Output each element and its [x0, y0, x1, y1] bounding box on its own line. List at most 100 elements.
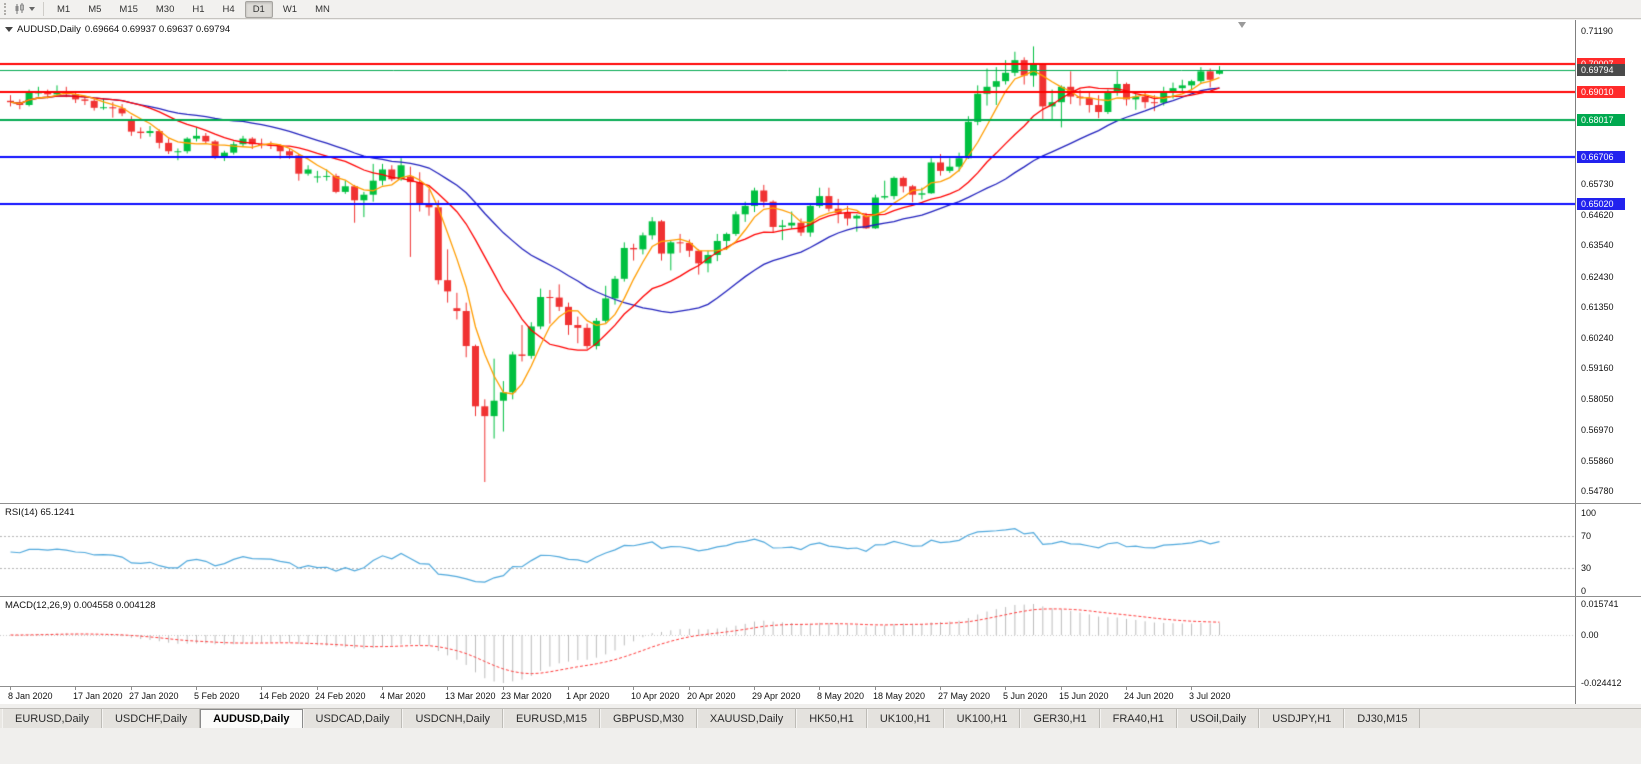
chart-tab-eurusd-m15[interactable]: EURUSD,M15: [503, 709, 600, 728]
chart-tab-uk100-h1[interactable]: UK100,H1: [866, 709, 944, 728]
chart-tab-dj30-m15[interactable]: DJ30,M15: [1344, 709, 1421, 728]
price-tick-label: 0.63540: [1581, 240, 1614, 250]
toolbar-grip-handle[interactable]: [4, 3, 9, 15]
timeframe-button-mn[interactable]: MN: [315, 3, 330, 15]
time-axis-tickmark: [568, 687, 569, 690]
rsi-name: RSI(14): [5, 507, 38, 518]
timeframe-button-m30[interactable]: M30: [155, 3, 175, 15]
price-tick-label: 0.56970: [1581, 425, 1614, 435]
pane-separator-rsi[interactable]: [0, 503, 1641, 504]
time-axis-tickmark: [261, 687, 262, 690]
date-label: 23 Mar 2020: [501, 691, 552, 701]
time-axis-tickmark: [196, 687, 197, 690]
time-axis-tickmark: [1005, 687, 1006, 690]
chart-tab-usdcad-daily[interactable]: USDCAD,Daily: [302, 709, 403, 728]
date-label: 10 Apr 2020: [631, 691, 680, 701]
timeframe-button-h1[interactable]: H1: [192, 3, 205, 15]
timeframe-button-m15[interactable]: M15: [119, 3, 138, 15]
chart-tab-usoil-daily[interactable]: USOil,Daily: [1176, 709, 1260, 728]
macd-tick-label: 0.015741: [1581, 599, 1619, 609]
time-axis-tickmark: [940, 687, 941, 690]
chart-tab-fra40-h1[interactable]: FRA40,H1: [1099, 709, 1177, 728]
rsi-indicator-label: RSI(14) 65.1241: [5, 507, 75, 518]
chart-symbol-label: AUDUSD,Daily: [17, 24, 81, 35]
date-label: 29 Apr 2020: [752, 691, 801, 701]
date-label: 27 May 2020: [938, 691, 991, 701]
chart-tab-usdjpy-h1[interactable]: USDJPY,H1: [1259, 709, 1345, 728]
time-axis-tickmark: [10, 687, 11, 690]
price-level-badge: 0.69010: [1577, 86, 1625, 98]
price-level-badge: 0.66706: [1577, 151, 1625, 163]
chart-tab-usdchf-daily[interactable]: USDCHF,Daily: [101, 709, 201, 728]
timeframe-button-m1[interactable]: M1: [57, 3, 71, 15]
chart-area: AUDUSD,Daily 0.69664 0.69937 0.69637 0.6…: [0, 20, 1641, 704]
macd-tick-label: -0.024412: [1581, 678, 1622, 688]
macd-name: MACD(12,26,9): [5, 600, 71, 611]
macd-values: 0.004558 0.004128: [73, 600, 156, 611]
date-label: 15 Jun 2020: [1059, 691, 1109, 701]
chart-tab-eurusd-daily[interactable]: EURUSD,Daily: [2, 709, 102, 728]
collapse-chart-icon[interactable]: [5, 27, 13, 32]
time-axis-tickmark: [633, 687, 634, 690]
price-tick-label: 0.58050: [1581, 394, 1614, 404]
chart-shift-marker[interactable]: [1238, 22, 1246, 28]
pane-separator-macd[interactable]: [0, 596, 1641, 597]
price-chart-canvas[interactable]: [0, 20, 1575, 686]
timeframe-button-w1[interactable]: W1: [282, 3, 298, 15]
chart-icon[interactable]: [13, 3, 27, 16]
macd-tick-label: 0.00: [1581, 630, 1599, 640]
date-label: 17 Jan 2020: [73, 691, 123, 701]
date-label: 18 May 2020: [873, 691, 926, 701]
chart-tab-ger30-h1[interactable]: GER30,H1: [1020, 709, 1100, 728]
timeframe-toolbar: M1 M5 M15 M30 H1 H4 D1 W1 MN: [0, 0, 1641, 19]
time-axis-tickmark: [1061, 687, 1062, 690]
chart-tab-audusd-daily[interactable]: AUDUSD,Daily: [200, 709, 303, 728]
price-axis[interactable]: 0.71190 0.65730 0.64620 0.63540 0.62430 0.613…: [1575, 20, 1641, 704]
date-label: 1 Apr 2020: [566, 691, 610, 701]
date-label: 3 Jul 2020: [1189, 691, 1231, 701]
price-tick-label: 0.55860: [1581, 456, 1614, 466]
macd-indicator-label: MACD(12,26,9) 0.004558 0.004128: [5, 600, 156, 611]
price-tick-label: 0.71190: [1581, 26, 1613, 36]
chart-tab-hk50-h1[interactable]: HK50,H1: [796, 709, 867, 728]
toolbar-separator: [43, 2, 44, 16]
chart-ohlc-values: 0.69664 0.69937 0.69637 0.69794: [84, 24, 231, 35]
timeframe-button-m5[interactable]: M5: [88, 3, 102, 15]
timeframe-buttons: M1 M5 M15 M30 H1 H4 D1 W1 MN: [48, 0, 339, 18]
chart-tab-usdcnh-daily[interactable]: USDCNH,Daily: [402, 709, 504, 728]
time-axis-tickmark: [1191, 687, 1192, 690]
time-axis[interactable]: 8 Jan 2020 17 Jan 2020 27 Jan 2020 5 Feb 20…: [0, 686, 1641, 704]
rsi-tick-label: 0: [1581, 586, 1587, 596]
timeframe-button-h4[interactable]: H4: [222, 3, 235, 15]
time-axis-tickmark: [754, 687, 755, 690]
rsi-tick-label: 30: [1581, 563, 1592, 573]
chart-tab-uk100-h1[interactable]: UK100,H1: [943, 709, 1021, 728]
caret-down-icon[interactable]: [29, 7, 35, 11]
current-price-badge: 0.69794: [1577, 64, 1625, 76]
date-label: 8 Jan 2020: [8, 691, 53, 701]
date-label: 4 Mar 2020: [380, 691, 426, 701]
time-axis-tickmark: [689, 687, 690, 690]
rsi-value: 65.1241: [40, 507, 75, 518]
price-level-badge: 0.65020: [1577, 198, 1625, 210]
time-axis-tickmark: [131, 687, 132, 690]
rsi-tick-label: 100: [1581, 508, 1597, 518]
rsi-tick-label: 70: [1581, 531, 1592, 541]
date-label: 20 Apr 2020: [687, 691, 736, 701]
chart-tab-xauusd-daily[interactable]: XAUUSD,Daily: [696, 709, 797, 728]
date-label: 5 Feb 2020: [194, 691, 240, 701]
price-tick-label: 0.65730: [1581, 179, 1614, 189]
price-tick-label: 0.62430: [1581, 272, 1614, 282]
price-level-badge: 0.68017: [1577, 114, 1625, 126]
date-label: 8 May 2020: [817, 691, 865, 701]
price-tick-label: 0.61350: [1581, 302, 1614, 312]
date-label: 24 Jun 2020: [1124, 691, 1174, 701]
time-axis-tickmark: [317, 687, 318, 690]
date-label: 14 Feb 2020: [259, 691, 310, 701]
chart-tab-gbpusd-m30[interactable]: GBPUSD,M30: [599, 709, 697, 728]
date-label: 27 Jan 2020: [129, 691, 179, 701]
timeframe-button-d1[interactable]: D1: [244, 0, 273, 18]
price-tick-label: 0.54780: [1581, 486, 1614, 496]
date-label: 5 Jun 2020: [1003, 691, 1048, 701]
